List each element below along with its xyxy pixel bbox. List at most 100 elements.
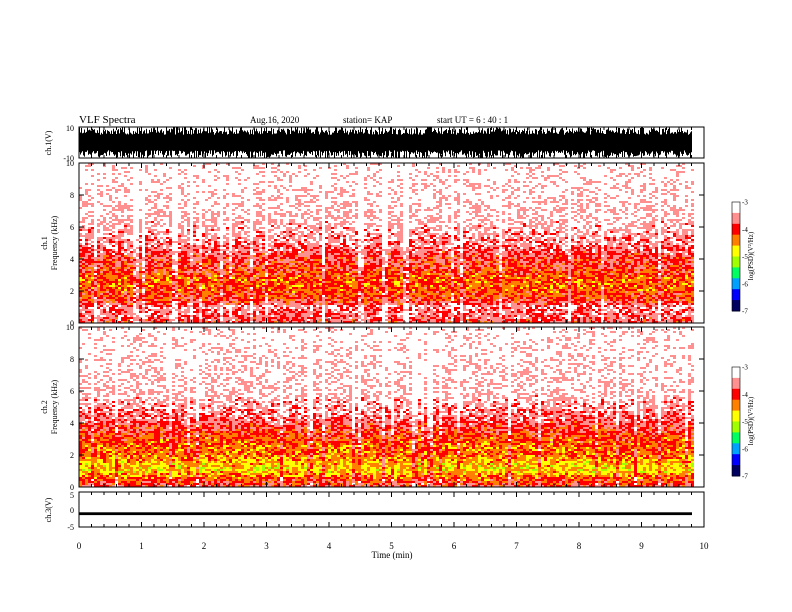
ch1-spectrogram-cell [82,211,85,213]
ch1-spectrogram-cell [85,179,88,181]
ch1-spectrogram-cell [235,313,238,315]
ch1-spectrogram-cell [238,171,241,173]
ch1-spectrogram-cell [106,219,109,221]
ch1-spectrogram-cell [163,317,166,319]
ch1-spectrogram-cell [172,175,175,177]
ch1-spectrogram-cell [211,289,214,291]
ch1-spectrogram-cell [238,217,241,219]
ch1-spectrogram-cell [238,219,241,221]
ch1-spectrogram-cell [103,231,106,233]
ch1-spectrogram-cell [196,263,199,265]
ch1-spectrogram-cell [205,265,208,267]
ch1-spectrogram-cell [136,181,139,183]
ch1-spectrogram-cell [106,185,109,187]
ch1-spectrogram-cell [121,315,124,317]
ch1-spectrogram-cell [100,173,103,175]
ch1-spectrogram-cell [154,251,157,253]
ch1-spectrogram-cell [151,261,154,263]
ch1-spectrogram-cell [178,199,181,201]
ch1-spectrogram-cell [112,187,115,189]
ch1-spectrogram-cell [88,211,91,213]
ch1-spectrogram-cell [97,177,100,179]
ch1-spectrogram-cell [139,275,142,277]
ch1-spectrogram-cell [193,241,196,243]
ch1-spectrogram-cell [202,283,205,285]
ch1-spectrogram-cell [106,289,109,291]
ch1-spectrogram-cell [166,201,169,203]
ch1-spectrogram-cell [154,303,157,305]
ch1-spectrogram-cell [151,297,154,299]
ch1-spectrogram-cell [190,219,193,221]
ch1-spectrogram-cell [181,303,184,305]
ch1-spectrogram-cell [115,167,118,169]
ch1-spectrogram-cell [151,219,154,221]
ch1-spectrogram-cell [181,165,184,167]
ch1-spectrogram-cell [163,249,166,251]
ch1-spectrogram-cell [208,231,211,233]
ch1-spectrogram-cell [184,227,187,229]
ch1-spectrogram-cell [178,301,181,303]
ch1-spectrogram-cell [109,261,112,263]
ch1-spectrogram-cell [97,243,100,245]
ch1-spectrogram-cell [175,227,178,229]
ch1-spectrogram-cell [103,193,106,195]
ch1-spectrogram-cell [97,297,100,299]
ch1-spectrogram-cell [106,271,109,273]
ch1-spectrogram-cell [208,241,211,243]
ch1-spectrogram-cell [151,245,154,247]
ch1-spectrogram-cell [139,231,142,233]
ch1-spectrogram-cell [130,275,133,277]
ch1-spectrogram-cell [199,207,202,209]
ch1-spectrogram-cell [148,297,151,299]
ch1-spectrogram-cell [205,183,208,185]
ch1-spectrogram-cell [199,241,202,243]
ch1-spectrogram-cell [202,307,205,309]
ch1-spectrogram-cell [163,285,166,287]
ch1-spectrogram-cell [133,247,136,249]
ch1-spectrogram-cell [220,281,223,283]
ch1-spectrogram-cell [82,177,85,179]
ch1-spectrogram-cell [205,243,208,245]
ch1-spectrogram-cell [112,235,115,237]
ch1-spectrogram-cell [208,279,211,281]
ch1-spectrogram-cell [175,205,178,207]
ch1-spectrogram-cell [211,175,214,177]
ch1-spectrogram-cell [139,215,142,217]
ch1-spectrogram-cell [88,319,91,321]
ch1-spectrogram-cell [193,203,196,205]
ch1-spectrogram-cell [118,223,121,225]
ch1-spectrogram-cell [166,257,169,259]
ch1-spectrogram-cell [121,165,124,167]
ch1-spectrogram-cell [112,299,115,301]
ch1-spectrogram-cell [88,167,91,169]
ch1-spectrogram-cell [163,315,166,317]
ch1-spectrogram-cell [184,297,187,299]
ch1-spectrogram-cell [196,181,199,183]
ch1-spectrogram-cell [136,273,139,275]
ch1-spectrogram-cell [115,255,118,257]
ch1-spectrogram-cell [118,171,121,173]
ch1-spectrogram-cell [91,181,94,183]
ch1-spectrogram-cell [223,279,226,281]
ch1-spectrogram-cell [190,245,193,247]
ch1-spectrogram-cell [136,175,139,177]
ch1-spectrogram-cell [154,261,157,263]
ch1-spectrogram-cell [115,267,118,269]
ch1-spectrogram-cell [199,227,202,229]
ch1-spectrogram-cell [232,233,235,235]
ch1-spectrogram-cell [97,187,100,189]
ch1-spectrogram-cell [208,317,211,319]
ch1-spectrogram-cell [127,209,130,211]
ch1-spectrogram-cell [223,203,226,205]
ch1-spectrogram-cell [100,223,103,225]
ch1-spectrogram-cell [181,167,184,169]
ch1-spectrogram-cell [241,171,244,173]
ch1-spectrogram-cell [160,219,163,221]
ch1-spectrogram-cell [211,193,214,195]
ch1-spectrogram-cell [88,265,91,267]
ch1-spectrogram-cell [109,201,112,203]
ch1-spectrogram-cell [103,279,106,281]
ch1-spectrogram-cell [136,309,139,311]
ch1-spectrogram-cell [118,185,121,187]
ch1-spectrogram-cell [217,181,220,183]
